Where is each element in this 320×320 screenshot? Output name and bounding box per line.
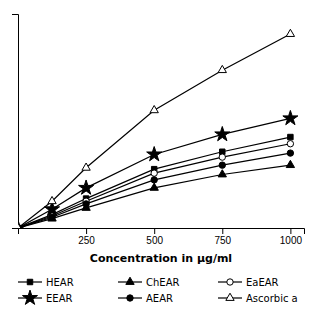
legend-label: EaEAR	[246, 277, 279, 288]
series-point	[287, 150, 293, 156]
series-line	[18, 165, 290, 228]
legend-label: AEAR	[146, 293, 173, 304]
series-point	[151, 170, 157, 176]
chart: 250 500 750 1000 Concentration in μg/ml HEAR C…	[0, 0, 320, 320]
legend-item: EaEAR	[218, 277, 279, 288]
series-point	[49, 214, 55, 220]
x-tick-mark	[222, 228, 223, 234]
series-line	[18, 137, 290, 228]
series-point	[283, 110, 298, 124]
series-point	[150, 183, 158, 190]
series-line	[18, 144, 290, 228]
series-point	[218, 170, 226, 177]
x-tick: 750	[214, 228, 231, 246]
legend-item: AEAR	[118, 293, 173, 304]
series-point	[83, 201, 89, 207]
x-tick-mark	[290, 228, 291, 234]
legend-item: HEAR	[18, 277, 74, 288]
legend-label: HEAR	[46, 277, 74, 288]
legend-label: EEAR	[46, 293, 72, 304]
series-point	[82, 163, 90, 170]
x-tick-label: 1000	[280, 235, 303, 246]
x-tick: 250	[78, 228, 95, 246]
legend-item: Ascorbic a	[218, 293, 298, 304]
legend-swatch-marker	[226, 293, 234, 300]
series-line	[18, 118, 290, 228]
legend-swatch-marker	[227, 279, 233, 285]
series-point	[18, 223, 22, 228]
x-tick-mark	[86, 228, 87, 234]
series-point	[218, 65, 226, 72]
series-point	[288, 134, 293, 139]
legend-swatch-marker	[22, 290, 37, 304]
series-point	[79, 180, 94, 194]
legend: HEAR ChEAR EaEAR EEAR AEAR Ascorbic a	[18, 277, 298, 305]
series-point	[286, 29, 294, 36]
series-point	[150, 105, 158, 112]
series-point	[151, 177, 157, 183]
plot-area: 250 500 750 1000 Concentration in μg/ml	[10, 15, 304, 266]
legend-swatch-marker	[127, 295, 133, 301]
x-tick-mark	[154, 228, 155, 234]
legend-item: EEAR	[18, 290, 72, 304]
series-point	[219, 162, 225, 168]
x-axis: 250 500 750 1000	[19, 228, 305, 246]
series-line	[18, 34, 290, 228]
series-group	[18, 29, 298, 228]
legend-item: ChEAR	[118, 277, 179, 288]
x-tick-label: 750	[214, 235, 231, 246]
x-tick-label: 500	[146, 235, 163, 246]
x-axis-title: Concentration in μg/ml	[90, 252, 232, 265]
series-point	[219, 154, 225, 160]
y-axis	[12, 15, 19, 229]
series-point	[215, 126, 230, 140]
legend-swatch-marker	[126, 277, 134, 284]
y-axis-line	[12, 15, 19, 229]
x-tick: 500	[146, 228, 163, 246]
x-tick-label: 250	[78, 235, 95, 246]
series-point	[287, 141, 293, 147]
legend-label: Ascorbic a	[246, 293, 298, 304]
legend-swatch-marker	[27, 279, 32, 284]
legend-label: ChEAR	[146, 277, 179, 288]
series-line	[18, 153, 290, 228]
series-point	[286, 160, 294, 167]
series-point	[147, 147, 162, 161]
x-axis-line	[19, 229, 305, 235]
x-tick: 1000	[280, 228, 303, 246]
series-point	[48, 196, 56, 203]
